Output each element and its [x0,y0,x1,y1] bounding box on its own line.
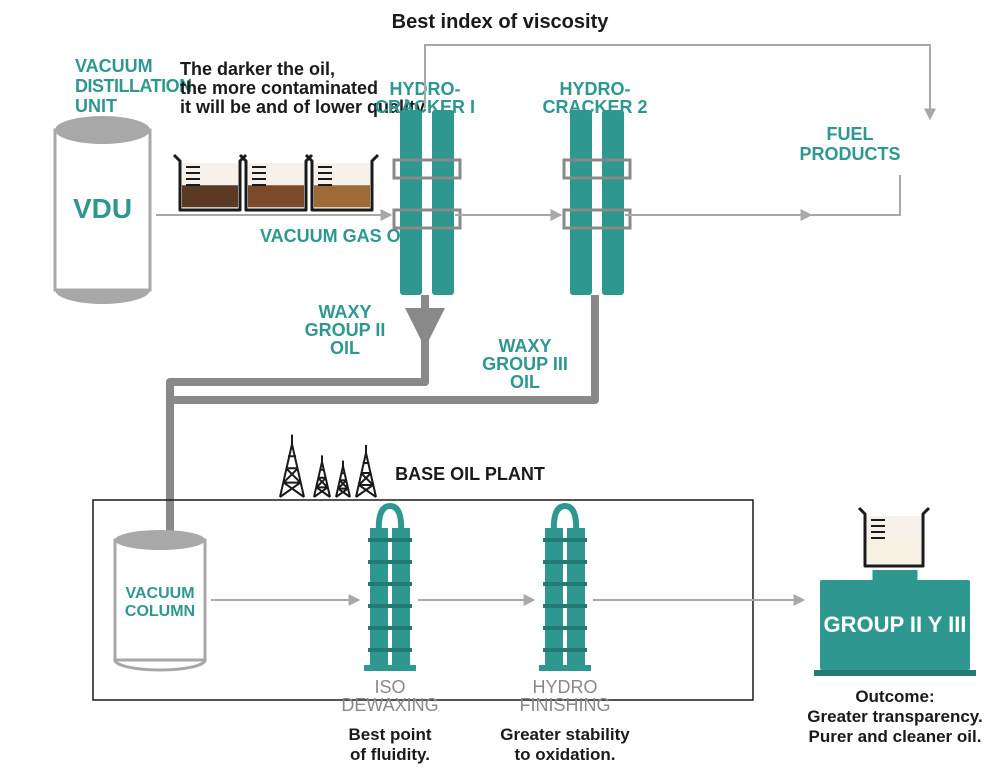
svg-text:FINISHING: FINISHING [519,695,610,715]
svg-text:to oxidation.: to oxidation. [514,745,615,764]
svg-text:Outcome:: Outcome: [855,687,934,706]
derrick-icon [356,445,376,497]
svg-text:GROUP II: GROUP II [305,320,386,340]
derrick-icon [280,435,304,497]
svg-text:PRODUCTS: PRODUCTS [799,144,900,164]
diagram-canvas: Best index of viscosityVACUUMDISTILLATIO… [0,0,1000,772]
svg-text:VDU: VDU [73,193,132,224]
svg-text:BASE OIL PLANT: BASE OIL PLANT [395,464,545,484]
beaker-icon [174,155,246,210]
svg-text:VACUUM: VACUUM [75,56,153,76]
svg-text:of fluidity.: of fluidity. [350,745,430,764]
svg-text:DEWAXING: DEWAXING [341,695,438,715]
svg-text:HYDRO: HYDRO [532,677,597,697]
beaker-icon [240,155,312,210]
output-tank: GROUP II Y III [814,570,976,676]
hydrocracker-2 [564,110,630,295]
svg-text:GROUP III: GROUP III [482,354,568,374]
tower-icon [364,506,416,671]
svg-text:WAXY: WAXY [498,336,551,356]
derrick-icon [314,455,330,497]
beaker-icon [306,155,378,210]
svg-text:The darker the oil,: The darker the oil, [180,59,335,79]
svg-text:Purer and cleaner oil.: Purer and cleaner oil. [809,727,982,746]
derrick-icon [336,461,350,497]
vacuum-column: VACUUMCOLUMN [115,530,205,670]
svg-text:COLUMN: COLUMN [125,603,195,620]
svg-text:HYDRO-: HYDRO- [560,79,631,99]
svg-text:the more contaminated: the more contaminated [180,78,378,98]
svg-text:Greater transparency.: Greater transparency. [807,707,982,726]
tower-icon [539,506,591,671]
svg-text:UNIT: UNIT [75,96,117,116]
svg-text:Best point: Best point [348,725,431,744]
svg-text:ISO: ISO [374,677,405,697]
title-viscosity: Best index of viscosity [392,11,610,33]
svg-text:VACUUM: VACUUM [125,585,194,602]
svg-text:FUEL: FUEL [827,124,874,144]
hydrocracker-1 [394,110,460,295]
svg-text:DISTILLATION: DISTILLATION [75,76,192,96]
svg-text:GROUP II Y III: GROUP II Y III [823,612,966,637]
beaker-icon [859,508,929,566]
svg-text:WAXY: WAXY [318,302,371,322]
svg-text:OIL: OIL [510,372,540,392]
vdu-cylinder: VDU [55,116,150,304]
svg-text:CRACKER 2: CRACKER 2 [542,97,647,117]
svg-text:Greater stability: Greater stability [500,725,630,744]
svg-text:OIL: OIL [330,338,360,358]
